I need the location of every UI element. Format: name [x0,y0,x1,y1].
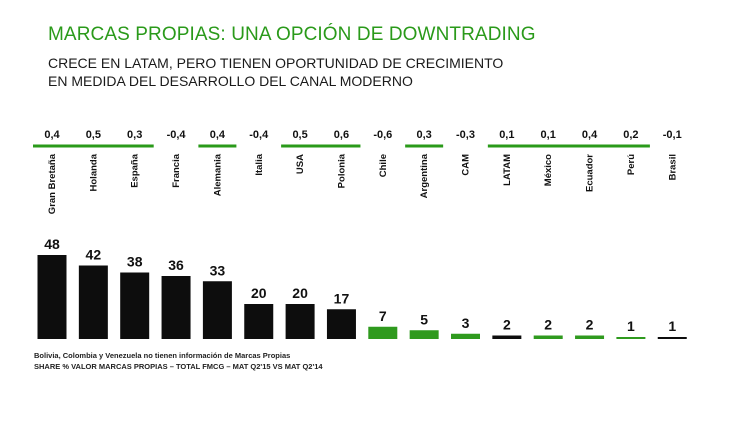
change-label-argentina: 0,3 [417,129,432,141]
category-label-usa: USA [295,154,306,174]
bar-per- [616,337,646,339]
category-label-ecuador: Ecuador [585,154,596,192]
change-label-gran-breta-a: 0,4 [44,129,60,141]
change-label-francia: -0,4 [167,129,187,141]
bar-espa-a [120,272,150,339]
bar-alemania [202,281,232,339]
change-label-cam: -0,3 [456,129,475,141]
value-label-brasil: 1 [668,318,676,334]
category-label-italia: Italia [254,153,265,175]
category-label-cam: CAM [461,154,472,176]
change-label-alemania: 0,4 [210,129,226,141]
chart-title: MARCAS PROPIAS: UNA OPCIÓN DE DOWNTRADIN… [48,24,536,45]
value-label-latam: 2 [503,317,511,333]
change-label-chile: -0,6 [373,129,392,141]
value-label-chile: 7 [379,308,387,324]
change-label-usa: 0,5 [292,129,307,141]
value-label-italia: 20 [251,285,267,301]
bar-argentina [409,330,439,339]
subtitle-line-2: EN MEDIDA DEL DESARROLLO DEL CANAL MODER… [48,73,413,89]
bar-cam [451,333,480,339]
category-label-per-: Perú [626,154,637,175]
change-label-brasil: -0,1 [663,129,682,141]
bar-italia [244,304,274,339]
category-label-espa-a: España [130,153,141,188]
bar-m-xico [533,335,563,339]
footnote-missing-data: Bolivia, Colombia y Venezuela no tienen … [34,351,291,360]
value-label-ecuador: 2 [586,317,594,333]
category-label-gran-breta-a: Gran Bretaña [47,153,58,214]
category-label-polonia: Polonia [336,153,347,188]
value-label-per-: 1 [627,318,635,334]
category-label-m-xico: México [543,154,554,186]
category-label-francia: Francia [171,153,182,188]
value-label-argentina: 5 [420,311,428,327]
bar-holanda [78,265,108,339]
chart-subtitle: CRECE EN LATAM, PERO TIENEN OPORTUNIDAD … [48,54,503,90]
value-label-usa: 20 [292,285,308,301]
change-label-espa-a: 0,3 [127,129,142,141]
change-label-latam: 0,1 [499,129,514,141]
category-label-chile: Chile [378,154,389,177]
bar-francia [161,276,191,339]
change-label-m-xico: 0,1 [541,129,556,141]
category-label-alemania: Alemania [212,153,223,196]
value-label-cam: 3 [462,315,470,331]
footnote-source: SHARE % VALOR MARCAS PROPIAS – TOTAL FMC… [34,362,323,371]
category-label-brasil: Brasil [667,154,678,180]
change-label-polonia: 0,6 [334,129,349,141]
change-label-ecuador: 0,4 [582,129,598,141]
bar-usa [285,304,315,339]
bar-polonia [326,309,356,339]
value-label-polonia: 17 [334,290,350,306]
bar-brasil [657,337,687,339]
bar-chile [368,326,398,339]
bar-latam [492,335,522,339]
value-label-gran-breta-a: 48 [44,236,60,252]
value-label-espa-a: 38 [127,254,143,270]
bar-gran-breta-a [37,255,67,339]
change-label-holanda: 0,5 [86,129,101,141]
value-label-alemania: 33 [210,262,226,278]
change-label-per-: 0,2 [623,129,638,141]
value-label-holanda: 42 [86,247,102,263]
change-label-italia: -0,4 [249,129,269,141]
category-label-argentina: Argentina [419,153,430,198]
subtitle-line-1: CRECE EN LATAM, PERO TIENEN OPORTUNIDAD … [48,55,504,71]
value-label-m-xico: 2 [544,317,552,333]
category-label-holanda: Holanda [88,153,99,191]
bar-ecuador [575,335,605,339]
category-label-latam: LATAM [502,154,513,186]
value-label-francia: 36 [168,257,184,273]
